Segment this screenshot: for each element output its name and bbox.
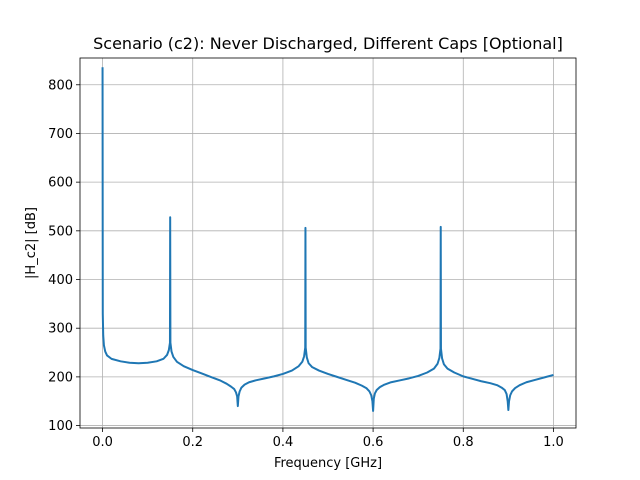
y-tick-label: 600 — [48, 176, 73, 191]
y-axis-label: |H_c2| [dB] — [24, 207, 39, 279]
x-tick-label: 0.0 — [92, 435, 113, 450]
series-layer — [101, 67, 554, 412]
y-tick-label: 700 — [48, 127, 73, 142]
y-tick-label: 400 — [48, 273, 73, 288]
plot-frame — [79, 57, 577, 429]
y-tick-label: 500 — [48, 224, 73, 239]
series-line — [101, 67, 554, 412]
x-tick-label: 0.6 — [363, 435, 384, 450]
chart-title: Scenario (c2): Never Discharged, Differe… — [93, 34, 563, 53]
y-tick-label: 800 — [48, 78, 73, 93]
x-tick-label: 0.8 — [453, 435, 474, 450]
y-tick-label: 300 — [48, 322, 73, 337]
tick-layer: 0.0 0.2 0.4 0.6 0.8 1.0 100 200 300 400 500 600 700 8… — [48, 78, 564, 450]
grid — [80, 58, 576, 428]
y-tick-label: 100 — [48, 419, 73, 434]
x-axis-label: Frequency [GHz] — [274, 456, 382, 471]
x-tick-label: 0.4 — [273, 435, 294, 450]
x-tick-label: 0.2 — [182, 435, 203, 450]
x-tick-label: 1.0 — [543, 435, 564, 450]
y-tick-label: 200 — [48, 370, 73, 385]
